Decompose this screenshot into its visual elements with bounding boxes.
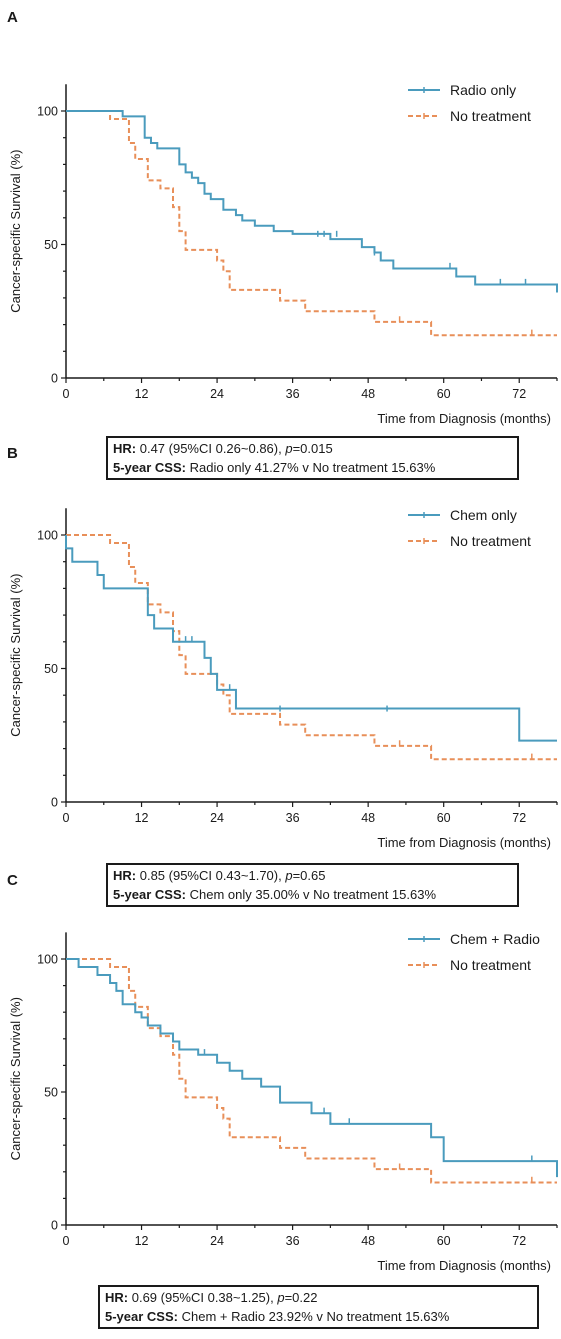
hr-value: 0.69 (95%CI 0.38~1.25),: [128, 1290, 278, 1305]
p-value: =0.65: [292, 868, 326, 883]
p-label: p: [277, 1290, 285, 1305]
x-axis-title: Time from Diagnosis (months): [377, 411, 551, 426]
series-line-chem-only: [65, 535, 557, 742]
x-tick-label: 48: [361, 387, 375, 401]
x-tick-label: 60: [437, 1234, 451, 1248]
x-tick-label: 48: [361, 811, 375, 825]
x-tick-label: 48: [361, 1234, 375, 1248]
hr-label: HR:: [113, 441, 137, 456]
panel-letter: B: [7, 445, 18, 462]
legend-label: No treatment: [450, 108, 531, 124]
stats-box-B: HR: 0.85 (95%CI 0.43~1.70), p=0.65 5-year…: [106, 863, 519, 907]
x-tick-label: 0: [63, 811, 70, 825]
css-label: 5-year CSS:: [113, 460, 186, 475]
css-line: 5-year CSS: Radio only 41.27% v No treat…: [113, 458, 512, 477]
series-line-chem-radio: [66, 958, 558, 1178]
x-tick-label: 36: [286, 811, 300, 825]
hr-line: HR: 0.85 (95%CI 0.43~1.70), p=0.65: [113, 866, 512, 885]
y-tick-label: 100: [37, 529, 58, 543]
legend-label: Radio only: [450, 82, 516, 98]
x-tick-label: 12: [135, 387, 149, 401]
x-tick-label: 36: [286, 1234, 300, 1248]
x-tick-label: 12: [135, 1234, 149, 1248]
hr-label: HR:: [113, 868, 137, 883]
panel-A: A 0 50 100 0 12 24 36 48 60 72 Time from Diagnosis …: [7, 9, 558, 426]
x-tick-label: 72: [512, 387, 526, 401]
css-value: Chem only 35.00% v No treatment 15.63%: [185, 887, 437, 902]
css-value: Chem + Radio 23.92% v No treatment 15.63…: [177, 1309, 450, 1324]
p-value: =0.22: [284, 1290, 318, 1305]
p-label: p: [285, 441, 293, 456]
legend-label: Chem + Radio: [450, 931, 540, 947]
y-axis-title: Cancer-specific Survival (%): [8, 574, 23, 737]
x-tick-label: 24: [210, 1234, 224, 1248]
css-value: Radio only 41.27% v No treatment 15.63%: [185, 460, 436, 475]
x-axis-title: Time from Diagnosis (months): [377, 835, 551, 850]
x-tick-label: 36: [286, 387, 300, 401]
css-label: 5-year CSS:: [105, 1309, 178, 1324]
p-value: =0.015: [292, 441, 333, 456]
y-axis-title: Cancer-specific Survival (%): [8, 997, 23, 1160]
series-line-no-treatment: [66, 110, 557, 337]
hr-label: HR:: [105, 1290, 129, 1305]
y-tick-label: 50: [44, 238, 58, 252]
x-tick-label: 72: [512, 811, 526, 825]
legend-label: Chem only: [450, 507, 517, 523]
series-line-radio-only: [66, 110, 558, 293]
legend-label: No treatment: [450, 533, 531, 549]
x-tick-label: 0: [63, 1234, 70, 1248]
stats-box-C: HR: 0.69 (95%CI 0.38~1.25), p=0.22 5-year…: [98, 1285, 539, 1329]
x-tick-label: 72: [512, 1234, 526, 1248]
x-axis-title: Time from Diagnosis (months): [377, 1258, 551, 1273]
panel-B: B 0 50 100 0 12 24 36 48 60 72 Time from Diagnosis …: [7, 445, 558, 850]
series-line-no-treatment: [66, 534, 557, 761]
y-tick-label: 0: [51, 372, 58, 386]
y-tick-label: 0: [51, 1219, 58, 1233]
x-tick-label: 12: [135, 811, 149, 825]
hr-value: 0.47 (95%CI 0.26~0.86),: [136, 441, 286, 456]
x-tick-label: 60: [437, 387, 451, 401]
css-line: 5-year CSS: Chem only 35.00% v No treatm…: [113, 885, 512, 904]
series-line-no-treatment: [66, 958, 557, 1184]
panel-letter: A: [7, 9, 18, 26]
x-tick-label: 24: [210, 387, 224, 401]
y-axis-title: Cancer-specific Survival (%): [8, 150, 23, 313]
p-label: p: [285, 868, 293, 883]
hr-line: HR: 0.69 (95%CI 0.38~1.25), p=0.22: [105, 1288, 532, 1307]
hr-line: HR: 0.47 (95%CI 0.26~0.86), p=0.015: [113, 439, 512, 458]
x-tick-label: 24: [210, 811, 224, 825]
y-tick-label: 50: [44, 1086, 58, 1100]
css-line: 5-year CSS: Chem + Radio 23.92% v No tre…: [105, 1307, 532, 1326]
hr-value: 0.85 (95%CI 0.43~1.70),: [136, 868, 286, 883]
legend-label: No treatment: [450, 957, 531, 973]
x-tick-label: 60: [437, 811, 451, 825]
y-tick-label: 100: [37, 953, 58, 967]
panel-letter: C: [7, 872, 18, 889]
panel-C: C 0 50 100 0 12 24 36 48 60 72 Time from Diagnosis …: [7, 872, 558, 1273]
css-label: 5-year CSS:: [113, 887, 186, 902]
x-tick-label: 0: [63, 387, 70, 401]
y-tick-label: 100: [37, 105, 58, 119]
y-tick-label: 0: [51, 796, 58, 810]
stats-box-A: HR: 0.47 (95%CI 0.26~0.86), p=0.015 5-yea…: [106, 436, 519, 480]
y-tick-label: 50: [44, 662, 58, 676]
